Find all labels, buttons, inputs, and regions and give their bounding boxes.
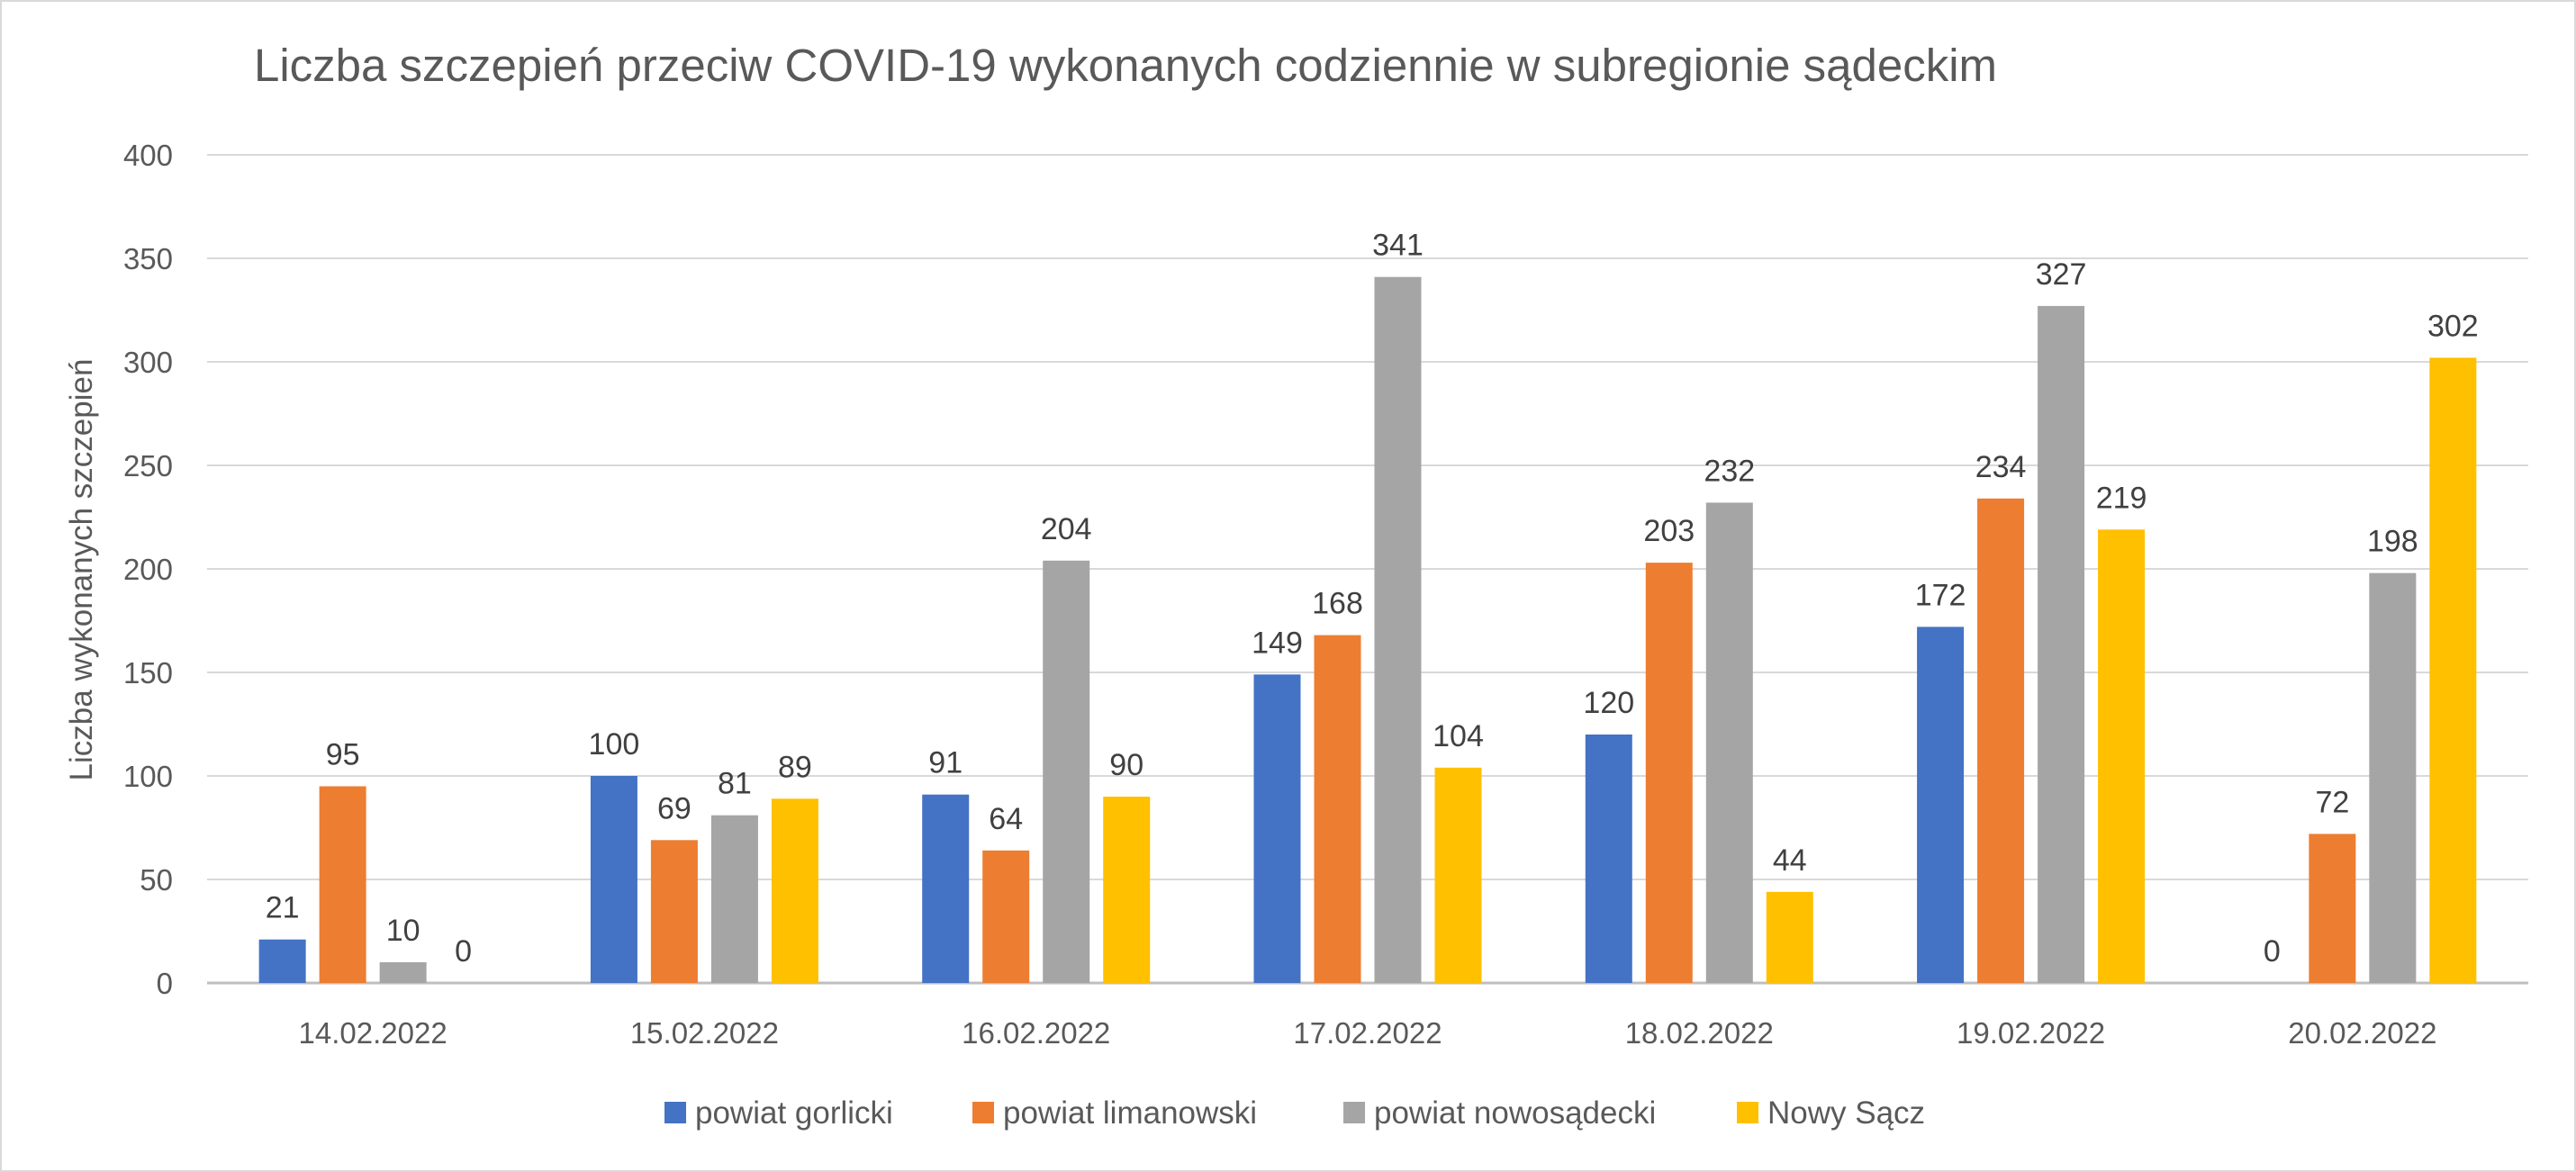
legend-label: powiat nowosądecki bbox=[1374, 1095, 1656, 1131]
bar bbox=[922, 794, 970, 983]
y-tick-label: 300 bbox=[123, 346, 173, 379]
x-tick-label: 17.02.2022 bbox=[1293, 1016, 1442, 1050]
bar bbox=[1253, 674, 1301, 983]
chart-title: Liczba szczepień przeciw COVID-19 wykona… bbox=[254, 40, 1997, 91]
bars bbox=[258, 276, 2477, 983]
data-label: 0 bbox=[455, 934, 472, 969]
data-label: 341 bbox=[1372, 229, 1424, 263]
y-tick-label: 50 bbox=[140, 863, 173, 897]
legend-label: powiat limanowski bbox=[1003, 1095, 1257, 1131]
bar bbox=[1585, 735, 1632, 983]
bar bbox=[1103, 797, 1151, 983]
data-label: 149 bbox=[1252, 626, 1303, 660]
bar bbox=[1705, 502, 1753, 983]
data-label: 302 bbox=[2427, 309, 2479, 343]
bar bbox=[1434, 767, 1482, 983]
data-label: 234 bbox=[1975, 450, 2027, 484]
bar bbox=[1314, 635, 1361, 983]
data-label: 0 bbox=[2264, 934, 2281, 969]
bar bbox=[590, 776, 637, 983]
bar bbox=[982, 850, 1030, 983]
y-axis-title: Liczba wykonanych szczepień bbox=[64, 359, 99, 781]
data-label: 89 bbox=[778, 750, 812, 784]
x-tick-label: 20.02.2022 bbox=[2288, 1016, 2436, 1050]
data-label: 69 bbox=[657, 791, 691, 825]
data-label: 64 bbox=[989, 802, 1023, 836]
x-tick-label: 14.02.2022 bbox=[299, 1016, 447, 1050]
data-label: 100 bbox=[589, 727, 640, 762]
x-tick-label: 16.02.2022 bbox=[962, 1016, 1110, 1050]
y-tick-label: 100 bbox=[123, 760, 173, 793]
y-tick-label: 400 bbox=[123, 139, 173, 172]
bar bbox=[2429, 357, 2477, 983]
data-label: 91 bbox=[928, 746, 963, 780]
legend: powiat gorlicki powiat limanowski powiat n… bbox=[664, 1095, 1925, 1131]
data-label: 81 bbox=[718, 767, 752, 801]
bar bbox=[1977, 498, 2025, 983]
y-tick-label: 350 bbox=[123, 242, 173, 275]
legend-label: powiat gorlicki bbox=[695, 1095, 893, 1131]
data-label: 90 bbox=[1109, 748, 1143, 782]
data-label: 172 bbox=[1915, 578, 1966, 612]
x-tick-label: 18.02.2022 bbox=[1625, 1016, 1774, 1050]
data-label: 203 bbox=[1643, 514, 1695, 548]
legend-swatch bbox=[1737, 1102, 1758, 1123]
bar bbox=[1645, 563, 1693, 983]
bar bbox=[710, 815, 758, 983]
bar bbox=[1766, 891, 1813, 983]
data-label: 21 bbox=[266, 891, 300, 925]
bar bbox=[379, 962, 427, 983]
legend-swatch bbox=[1343, 1102, 1365, 1123]
bar bbox=[1043, 560, 1090, 983]
y-axis-ticks: 0 50 100 150 200 250 300 350 400 bbox=[123, 139, 173, 1000]
y-tick-label: 150 bbox=[123, 656, 173, 690]
data-label: 204 bbox=[1041, 512, 1092, 546]
bar bbox=[2038, 305, 2085, 983]
data-label: 168 bbox=[1312, 587, 1363, 621]
data-label: 120 bbox=[1583, 686, 1634, 720]
x-tick-label: 19.02.2022 bbox=[1957, 1016, 2105, 1050]
y-tick-label: 200 bbox=[123, 553, 173, 586]
bar bbox=[650, 840, 698, 983]
data-label: 10 bbox=[386, 914, 420, 948]
data-label: 198 bbox=[2367, 525, 2418, 559]
x-axis-ticks: 14.02.2022 15.02.2022 16.02.2022 17.02.2022… bbox=[299, 1016, 2437, 1050]
data-label: 95 bbox=[326, 738, 360, 772]
data-label: 219 bbox=[2096, 481, 2147, 515]
bar bbox=[2369, 572, 2417, 983]
legend-label: Nowy Sącz bbox=[1767, 1095, 1925, 1131]
legend-swatch bbox=[664, 1102, 686, 1123]
bar bbox=[771, 798, 818, 983]
bar bbox=[1374, 276, 1422, 983]
bar bbox=[258, 939, 306, 983]
bar bbox=[319, 786, 366, 983]
bar bbox=[1917, 627, 1965, 983]
x-tick-label: 15.02.2022 bbox=[630, 1016, 779, 1050]
bar bbox=[2098, 529, 2146, 983]
y-tick-label: 0 bbox=[157, 967, 173, 1000]
gridlines bbox=[207, 154, 2528, 985]
data-label: 232 bbox=[1704, 454, 1755, 488]
data-label: 72 bbox=[2315, 785, 2349, 819]
y-tick-label: 250 bbox=[123, 449, 173, 482]
legend-swatch bbox=[972, 1102, 994, 1123]
data-label: 104 bbox=[1433, 719, 1484, 753]
bar bbox=[2309, 834, 2356, 983]
data-label: 327 bbox=[2036, 257, 2087, 292]
data-label: 44 bbox=[1773, 843, 1807, 878]
